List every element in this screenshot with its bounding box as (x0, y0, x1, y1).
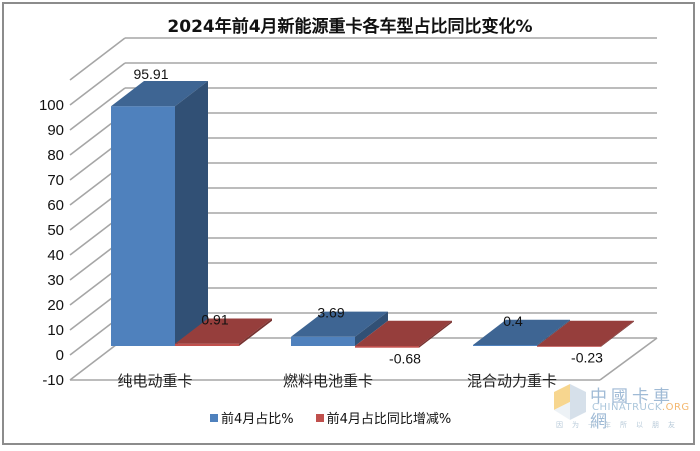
legend: 前4月占比% 前4月占比同比增减% (210, 408, 451, 427)
y-tick-label: 80 (47, 147, 64, 164)
data-label: 0.4 (503, 313, 523, 329)
legend-label: 前4月占比% (221, 412, 294, 427)
legend-label: 前4月占比同比增减% (326, 412, 452, 427)
x-category-label: 燃料电池重卡 (283, 372, 373, 390)
x-axis-categories: 纯电动重卡 燃料电池重卡 混合动力重卡 (117, 372, 557, 390)
x-category-label: 纯电动重卡 (117, 372, 192, 390)
y-tick-label: 90 (47, 122, 64, 139)
data-label: -0.23 (571, 350, 603, 366)
y-tick-label: 20 (47, 297, 64, 314)
chart-title: 2024年前4月新能源重卡各车型占比同比变化% (167, 17, 533, 37)
data-label: 0.91 (201, 312, 228, 328)
y-tick-label: 70 (47, 172, 64, 189)
y-tick-label: 40 (47, 247, 64, 264)
x-category-label: 混合动力重卡 (467, 372, 557, 390)
data-labels: 95.91 0.91 3.69 -0.68 0.4 -0.23 (133, 66, 603, 367)
legend-item-share: 前4月占比% (210, 408, 294, 427)
legend-item-yoy-change: 前4月占比同比增减% (315, 408, 452, 427)
watermark-slogan: 因为卡车所以朋友 (556, 421, 684, 429)
y-tick-label: 60 (47, 197, 64, 214)
watermark-cn: 中國卡車網 (590, 387, 674, 432)
y-tick-label: -10 (42, 372, 64, 389)
y-tick-label: 100 (39, 97, 64, 114)
y-tick-label: 10 (47, 322, 64, 339)
legend-swatch-red-icon (315, 413, 324, 422)
data-label: 95.91 (133, 66, 168, 82)
data-label: -0.68 (389, 351, 421, 367)
watermark-logo: 中國卡車網 CHINATRUCK.ORG 因为卡车所以朋友 (552, 380, 692, 435)
legend-swatch-blue-icon (210, 413, 218, 422)
truck-cube-logo-icon (554, 384, 586, 420)
watermark-en: CHINATRUCK.ORG (592, 402, 690, 413)
bars (111, 81, 634, 348)
data-label: 3.69 (317, 305, 344, 321)
y-tick-label: 30 (47, 272, 64, 289)
y-tick-label: 50 (47, 222, 64, 239)
y-tick-label: 0 (56, 347, 64, 364)
